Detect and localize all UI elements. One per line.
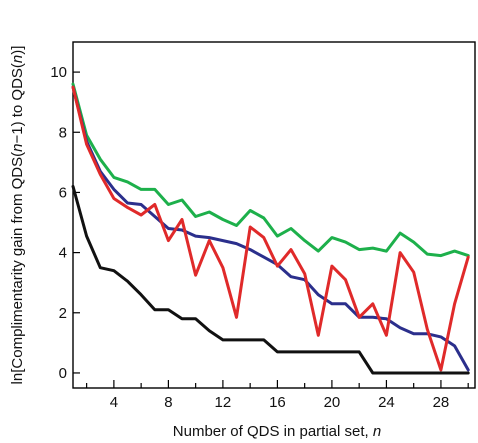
y-tick-label: 0: [59, 365, 67, 382]
x-tick-label: 12: [215, 394, 232, 411]
y-tick-label: 8: [59, 124, 67, 141]
y-tick-label: 4: [59, 245, 67, 262]
series-line-2: [71, 85, 470, 372]
series-line-1: [71, 82, 470, 258]
series-lines: [71, 82, 470, 375]
y-tick-label: 2: [59, 305, 67, 322]
x-tick-label: 8: [164, 394, 172, 411]
y-tick-label: 6: [59, 184, 67, 201]
plot-frame: [72, 41, 476, 389]
y-axis-title: ln[Complimentarity gain from QDS(n−1) to…: [9, 46, 26, 385]
x-axis-title: Number of QDS in partial set, n: [173, 423, 381, 440]
y-tick-label: 10: [50, 64, 67, 81]
x-tick-label: 16: [269, 394, 286, 411]
y-axis: 0 2 4 6 8 10: [50, 64, 80, 382]
series-line-3: [71, 85, 470, 372]
x-axis: 4 8 12 16 20 24 28: [86, 380, 469, 411]
x-tick-label: 24: [378, 394, 395, 411]
x-tick-label: 28: [433, 394, 450, 411]
series-line-4: [71, 184, 470, 375]
x-tick-label: 4: [110, 394, 118, 411]
x-tick-label: 20: [324, 394, 341, 411]
